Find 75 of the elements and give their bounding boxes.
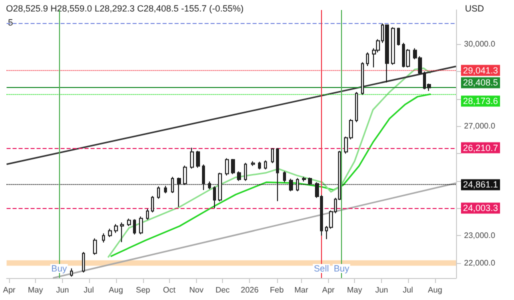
candlestick (139, 216, 143, 235)
candlestick (177, 177, 181, 208)
candlestick (251, 160, 255, 166)
candlestick (114, 224, 118, 234)
x-tick-label: 2026 (240, 286, 260, 294)
x-tick-label: Apr (3, 286, 16, 294)
candlestick (102, 232, 105, 243)
x-tick-label: Dec (215, 286, 230, 294)
ref-line-label: 28,408.5 (463, 78, 498, 88)
x-tick-label: Oct (163, 286, 176, 294)
candlestick (82, 252, 85, 274)
x-tick-label: May (347, 286, 362, 294)
ref-line-label: Buy (51, 264, 68, 274)
x-tick-label: Jul (84, 286, 94, 294)
x-tick-label: May (28, 286, 44, 294)
ref-line-label: 26,210.7 (463, 142, 498, 153)
x-tick-label: Jun (56, 286, 70, 294)
ref-line-label: Sell (314, 264, 329, 274)
ref-line-label: 28,173.6 (463, 96, 498, 106)
x-tick-label: Feb (270, 286, 284, 294)
x-tick-label: Sep (136, 286, 151, 294)
x-tick-label: Apr (322, 286, 335, 294)
x-tick-label: Mar (294, 286, 308, 294)
candlestick (127, 218, 131, 227)
candlestick (302, 176, 306, 182)
candlestick (244, 162, 247, 182)
candlestick (231, 158, 235, 175)
candlestick (133, 218, 136, 236)
candlestick (202, 164, 205, 190)
x-tick-label: Aug (108, 286, 124, 294)
candlestick (183, 165, 187, 186)
x-tick-label: Jun (375, 286, 388, 294)
candlestick (366, 52, 369, 67)
annotation: O28,525.9 H28,559.0 L28,292.3 C28,408.5 -155.7 (-0.55%) (6, 4, 244, 14)
candlestick (355, 92, 358, 123)
candlestick (264, 160, 267, 170)
candlestick (397, 27, 400, 46)
candlestick (164, 185, 167, 194)
ref-line-label: 29,041.3 (463, 65, 498, 76)
candlestick (391, 26, 395, 66)
x-tick-label: Nov (189, 286, 204, 294)
candlestick (289, 178, 293, 192)
candlestick (276, 148, 279, 202)
candlestick (208, 180, 211, 190)
ref-line-label: 24,861.1 (463, 180, 498, 190)
candlestick (151, 195, 154, 213)
y-tick-label: 22,000.0 (464, 258, 496, 268)
candlestick (93, 238, 97, 256)
candlestick (385, 24, 389, 83)
y-tick-label: 30,000.0 (464, 40, 496, 49)
candlestick (190, 147, 194, 170)
candlestick (146, 208, 149, 220)
candlestick (271, 148, 274, 164)
candlestick (108, 228, 112, 238)
candlestick (283, 170, 286, 183)
x-tick-label: Aug (428, 286, 442, 294)
candlestick (171, 176, 174, 194)
candlestick (361, 62, 364, 96)
x-tick-label: Jul (402, 286, 414, 294)
candlestick (120, 222, 124, 243)
candlestick (237, 170, 241, 182)
ref-line-label: 24,003.3 (463, 203, 498, 214)
annotation: 5 (8, 18, 14, 28)
candlestick (258, 161, 261, 170)
candlestick (196, 150, 200, 168)
text: USD (465, 4, 484, 14)
ref-line-label: Buy (334, 264, 350, 274)
candlestick (157, 186, 160, 200)
candlestick (218, 172, 222, 202)
candlestick (296, 178, 299, 192)
candlestick (308, 177, 312, 186)
y-tick-label: 27,000.0 (464, 122, 496, 131)
candlestick (225, 158, 229, 176)
candlestick (213, 186, 216, 209)
y-tick-label: 23,000.0 (464, 231, 496, 240)
